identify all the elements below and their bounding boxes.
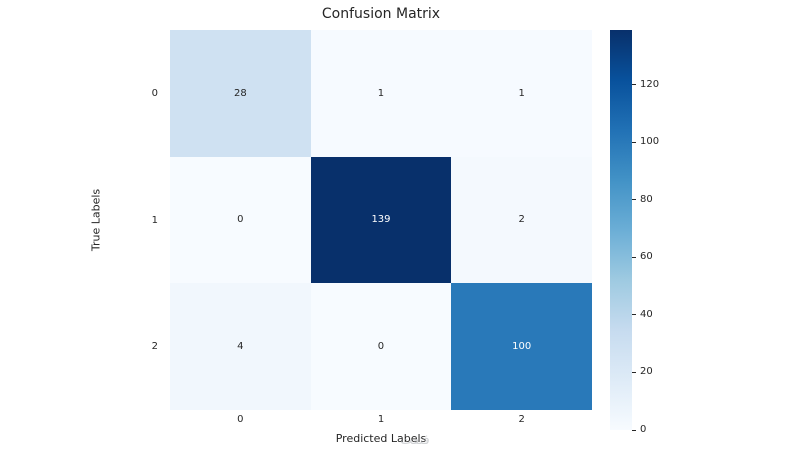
colorbar-tick-mark (632, 314, 636, 316)
colorbar-tick-label: 40 (640, 308, 653, 320)
x-tick-label: 0 (237, 414, 244, 425)
colorbar-tick-mark (632, 429, 636, 431)
colorbar-tick-mark (632, 371, 636, 373)
colorbar-tick-label: 0 (640, 424, 647, 435)
heatmap-cell: 4 (170, 283, 311, 410)
cell-value: 139 (371, 214, 391, 226)
heatmap-cell: 0 (310, 283, 452, 410)
chart-title: Confusion Matrix (321, 6, 441, 22)
cell-value: 4 (237, 341, 244, 353)
y-tick-label: 2 (151, 341, 158, 353)
heatmap-cell: 1 (451, 30, 592, 157)
colorbar-gradient (610, 30, 632, 430)
heatmap-cell: 1 (310, 30, 452, 157)
y-tick-label: 0 (151, 87, 158, 99)
x-tick-label: 2 (518, 414, 525, 425)
cell-value: 1 (518, 87, 525, 99)
colorbar-tick-label: 60 (640, 251, 653, 263)
colorbar-tick-label: 100 (640, 136, 660, 148)
colorbar-tick-mark (632, 256, 636, 258)
colorbar-tick-mark (632, 84, 636, 86)
cell-value: 28 (233, 87, 247, 99)
colorbar-tick-label: 120 (640, 78, 660, 90)
heatmap-cell: 100 (451, 283, 592, 410)
heatmap-cell: 2 (451, 156, 592, 284)
cell-value: 0 (377, 341, 385, 353)
y-tick-labels: 0 1 2 (136, 30, 162, 410)
colorbar-tick-label: 80 (640, 193, 653, 205)
y-axis-label: True Labels (89, 188, 103, 252)
colorbar-tick-mark (632, 199, 636, 201)
heatmap-cell: 28 (170, 30, 311, 157)
cell-value: 1 (377, 87, 385, 99)
x-tick-labels: 0 1 2 (170, 414, 592, 425)
cell-value: 2 (518, 214, 525, 226)
heatmap-cell: 139 (310, 156, 452, 284)
x-tick-label: 1 (377, 414, 385, 425)
colorbar-tick-mark (632, 141, 636, 143)
colorbar: 0 20 40 60 80 100 120 (610, 30, 659, 435)
colorbar-tick-label: 20 (640, 366, 653, 378)
cell-value: 0 (237, 214, 244, 226)
y-tick-label: 1 (151, 214, 158, 226)
x-axis-label: Predicted Labels (335, 432, 427, 445)
heatmap-grid: 28 1 1 0 139 2 4 0 100 (170, 30, 592, 410)
heatmap-cell: 0 (170, 156, 311, 284)
cell-value: 100 (512, 341, 532, 353)
